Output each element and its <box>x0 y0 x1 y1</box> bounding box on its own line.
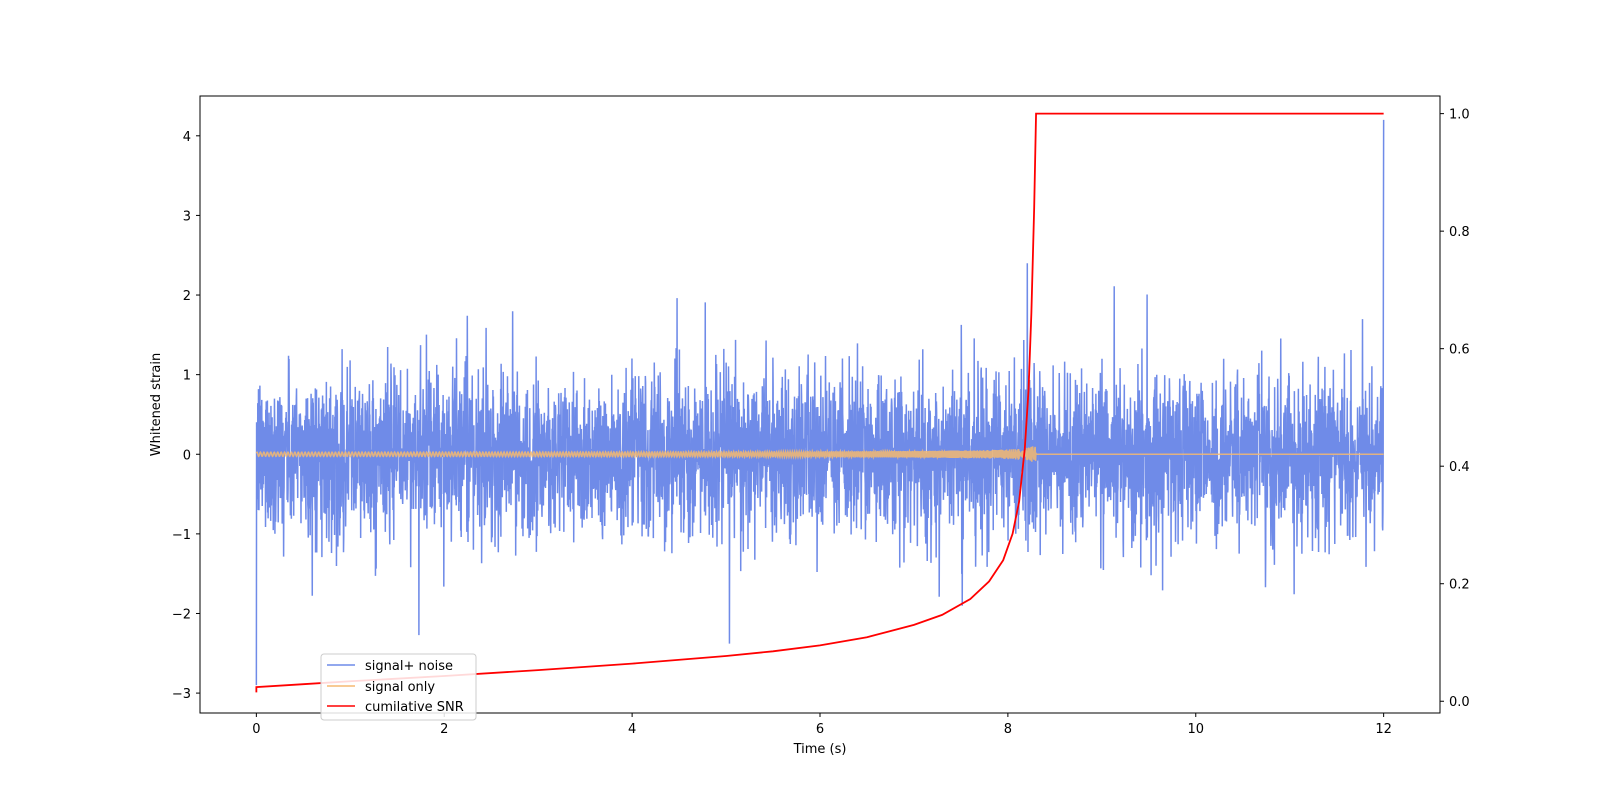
x-tick-label: 10 <box>1187 722 1204 737</box>
legend: signal+ noise signal only cumilative SNR <box>320 653 477 721</box>
y-tick-label: 4 <box>183 130 191 145</box>
x-tick-label: 2 <box>440 722 448 737</box>
y-tick-label: 1 <box>183 369 191 384</box>
y-tick-label: −2 <box>172 607 191 622</box>
y-tick-label: 2 <box>183 289 191 304</box>
legend-label-signal-only: signal only <box>365 680 435 695</box>
y-tick-label: −3 <box>172 687 191 702</box>
y-tick-label: −1 <box>172 528 191 543</box>
y2-tick-label: 0.0 <box>1449 695 1470 710</box>
y2-tick-label: 1.0 <box>1449 108 1470 123</box>
x-tick-label: 4 <box>628 722 636 737</box>
y2-tick-label: 0.2 <box>1449 578 1470 593</box>
x-tick-label: 12 <box>1375 722 1392 737</box>
y2-tick-label: 0.6 <box>1449 343 1470 358</box>
x-tick-label: 6 <box>816 722 824 737</box>
x-tick-label: 8 <box>1004 722 1012 737</box>
x-axis-label: Time (s) <box>793 742 847 757</box>
legend-box <box>320 653 477 721</box>
y-axis-label: Whitened strain <box>149 353 164 456</box>
series-signal-only-line <box>255 446 1384 462</box>
y-tick-label: 3 <box>183 209 191 224</box>
x-tick-label: 0 <box>252 722 260 737</box>
y2-tick-label: 0.4 <box>1449 460 1470 475</box>
legend-label-cumulative-snr: cumilative SNR <box>365 700 464 715</box>
y-tick-label: 0 <box>183 448 191 463</box>
legend-label-signal-noise: signal+ noise <box>365 659 453 674</box>
y2-tick-label: 0.8 <box>1449 225 1470 240</box>
